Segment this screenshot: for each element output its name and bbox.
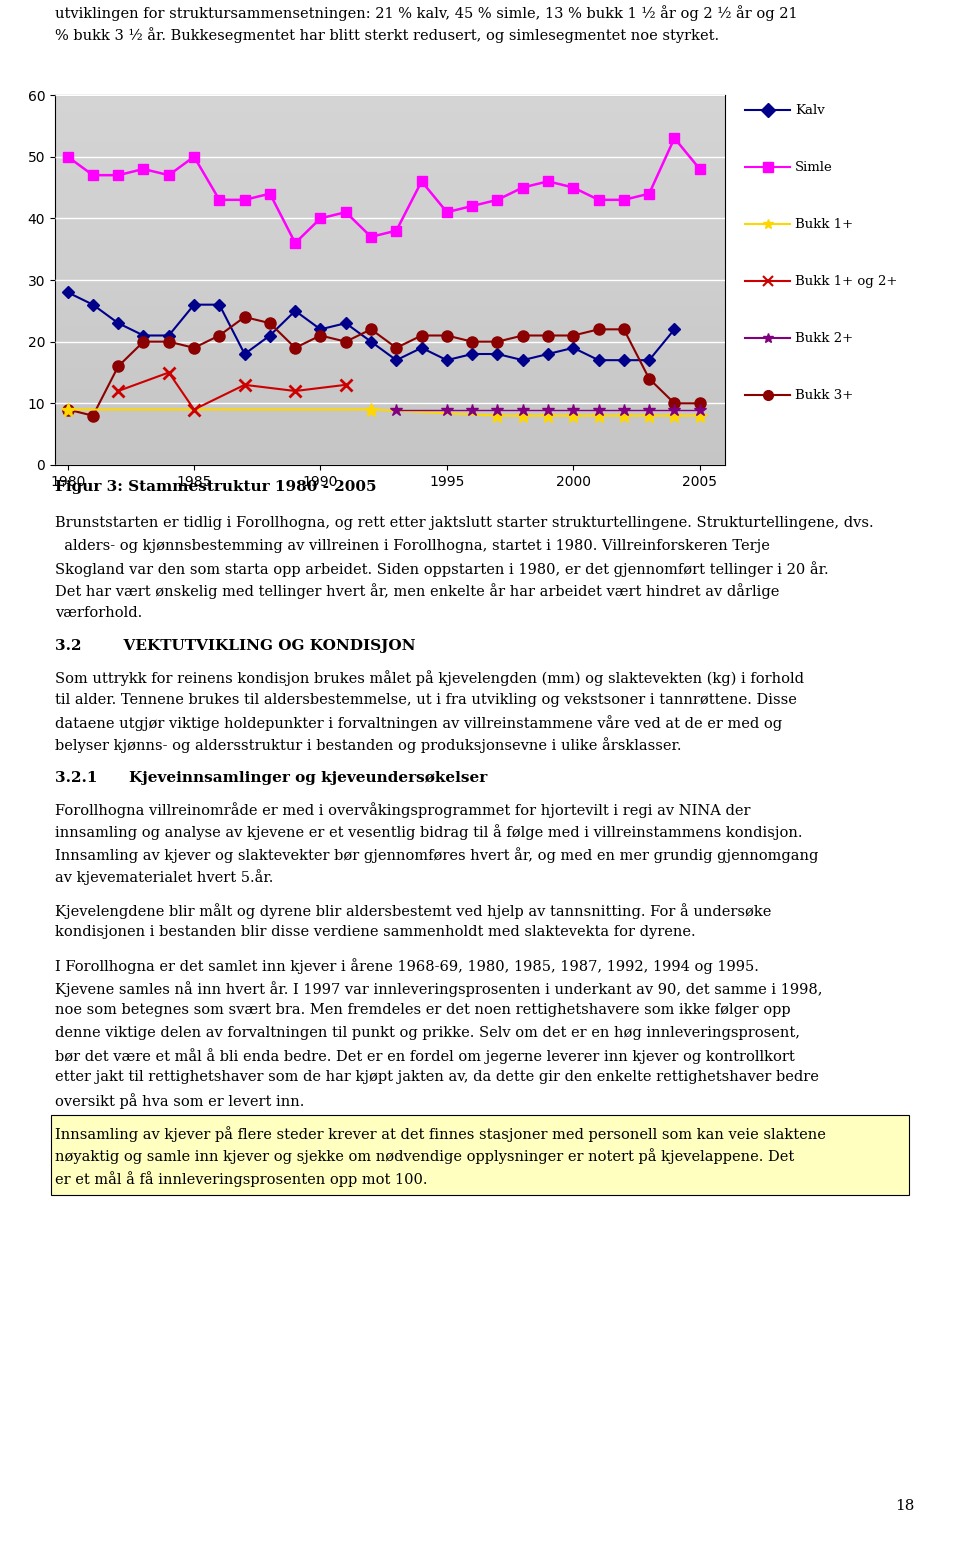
Text: værforhold.: værforhold. [55,606,142,619]
Text: Brunststarten er tidlig i Forollhogna, og rett etter jaktslutt starter strukturt: Brunststarten er tidlig i Forollhogna, o… [55,516,874,530]
Text: bør det være et mål å bli enda bedre. Det er en fordel om jegerne leverer inn kj: bør det være et mål å bli enda bedre. De… [55,1048,795,1063]
Text: Innsamling av kjever og slaktevekter bør gjennomføres hvert år, og med en mer gr: Innsamling av kjever og slaktevekter bør… [55,848,818,863]
Text: Bukk 3+: Bukk 3+ [795,388,853,402]
Text: 18: 18 [896,1499,915,1513]
Text: Figur 3: Stammestruktur 1980 - 2005: Figur 3: Stammestruktur 1980 - 2005 [55,481,376,495]
Text: Simle: Simle [795,160,832,174]
Text: 3.2        VEKTUTVIKLING OG KONDISJON: 3.2 VEKTUTVIKLING OG KONDISJON [55,640,416,653]
Text: utviklingen for struktursammensetningen: 21 % kalv, 45 % simle, 13 % bukk 1 ½ år: utviklingen for struktursammensetningen:… [55,5,798,22]
Text: Kjevene samles nå inn hvert år. I 1997 var innleveringsprosenten i underkant av : Kjevene samles nå inn hvert år. I 1997 v… [55,982,823,997]
Text: Bukk 1+: Bukk 1+ [795,217,853,231]
Text: av kjevematerialet hvert 5.år.: av kjevematerialet hvert 5.år. [55,869,274,885]
Text: belyser kjønns- og aldersstruktur i bestanden og produksjonsevne i ulike årsklas: belyser kjønns- og aldersstruktur i best… [55,738,682,754]
Text: denne viktige delen av forvaltningen til punkt og prikke. Selv om det er en høg : denne viktige delen av forvaltningen til… [55,1026,800,1040]
Text: I Forollhogna er det samlet inn kjever i årene 1968-69, 1980, 1985, 1987, 1992, : I Forollhogna er det samlet inn kjever i… [55,959,758,974]
Text: er et mål å få innleveringsprosenten opp mot 100.: er et mål å få innleveringsprosenten opp… [55,1171,427,1187]
Text: oversikt på hva som er levert inn.: oversikt på hva som er levert inn. [55,1093,304,1108]
Text: Som uttrykk for reinens kondisjon brukes målet på kjevelengden (mm) og slaktevek: Som uttrykk for reinens kondisjon brukes… [55,670,804,686]
Text: innsamling og analyse av kjevene er et vesentlig bidrag til å følge med i villre: innsamling og analyse av kjevene er et v… [55,824,803,840]
Text: Bukk 2+: Bukk 2+ [795,331,853,345]
Text: Bukk 1+ og 2+: Bukk 1+ og 2+ [795,274,898,288]
Text: nøyaktig og samle inn kjever og sjekke om nødvendige opplysninger er notert på k: nøyaktig og samle inn kjever og sjekke o… [55,1148,794,1165]
Text: Innsamling av kjever på flere steder krever at det finnes stasjoner med personel: Innsamling av kjever på flere steder kre… [55,1126,826,1142]
Text: 3.2.1      Kjeveinnsamlinger og kjeveundersøkelser: 3.2.1 Kjeveinnsamlinger og kjeveundersøk… [55,770,488,784]
Text: til alder. Tennene brukes til aldersbestemmelse, ut i fra utvikling og vekstsone: til alder. Tennene brukes til aldersbest… [55,693,797,707]
Text: noe som betegnes som svært bra. Men fremdeles er det noen rettighetshavere som i: noe som betegnes som svært bra. Men frem… [55,1003,791,1017]
Text: dataene utgjør viktige holdepunkter i forvaltningen av villreinstammene våre ved: dataene utgjør viktige holdepunkter i fo… [55,715,782,730]
Text: Forollhogna villreinområde er med i overvåkingsprogrammet for hjortevilt i regi : Forollhogna villreinområde er med i over… [55,803,751,818]
Text: Kjevelengdene blir målt og dyrene blir aldersbestemt ved hjelp av tannsnitting. : Kjevelengdene blir målt og dyrene blir a… [55,903,772,918]
Text: alders- og kjønnsbestemming av villreinen i Forollhogna, startet i 1980. Villrei: alders- og kjønnsbestemming av villreine… [55,538,770,553]
Text: kondisjonen i bestanden blir disse verdiene sammenholdt med slaktevekta for dyre: kondisjonen i bestanden blir disse verdi… [55,925,696,938]
Text: % bukk 3 ½ år. Bukkesegmentet har blitt sterkt redusert, og simlesegmentet noe s: % bukk 3 ½ år. Bukkesegmentet har blitt … [55,28,719,43]
Text: Det har vært ønskelig med tellinger hvert år, men enkelte år har arbeidet vært h: Det har vært ønskelig med tellinger hver… [55,582,780,599]
Text: Skogland var den som starta opp arbeidet. Siden oppstarten i 1980, er det gjenno: Skogland var den som starta opp arbeidet… [55,561,828,576]
Text: etter jakt til rettighetshaver som de har kjøpt jakten av, da dette gir den enke: etter jakt til rettighetshaver som de ha… [55,1071,819,1085]
Text: Kalv: Kalv [795,103,825,117]
